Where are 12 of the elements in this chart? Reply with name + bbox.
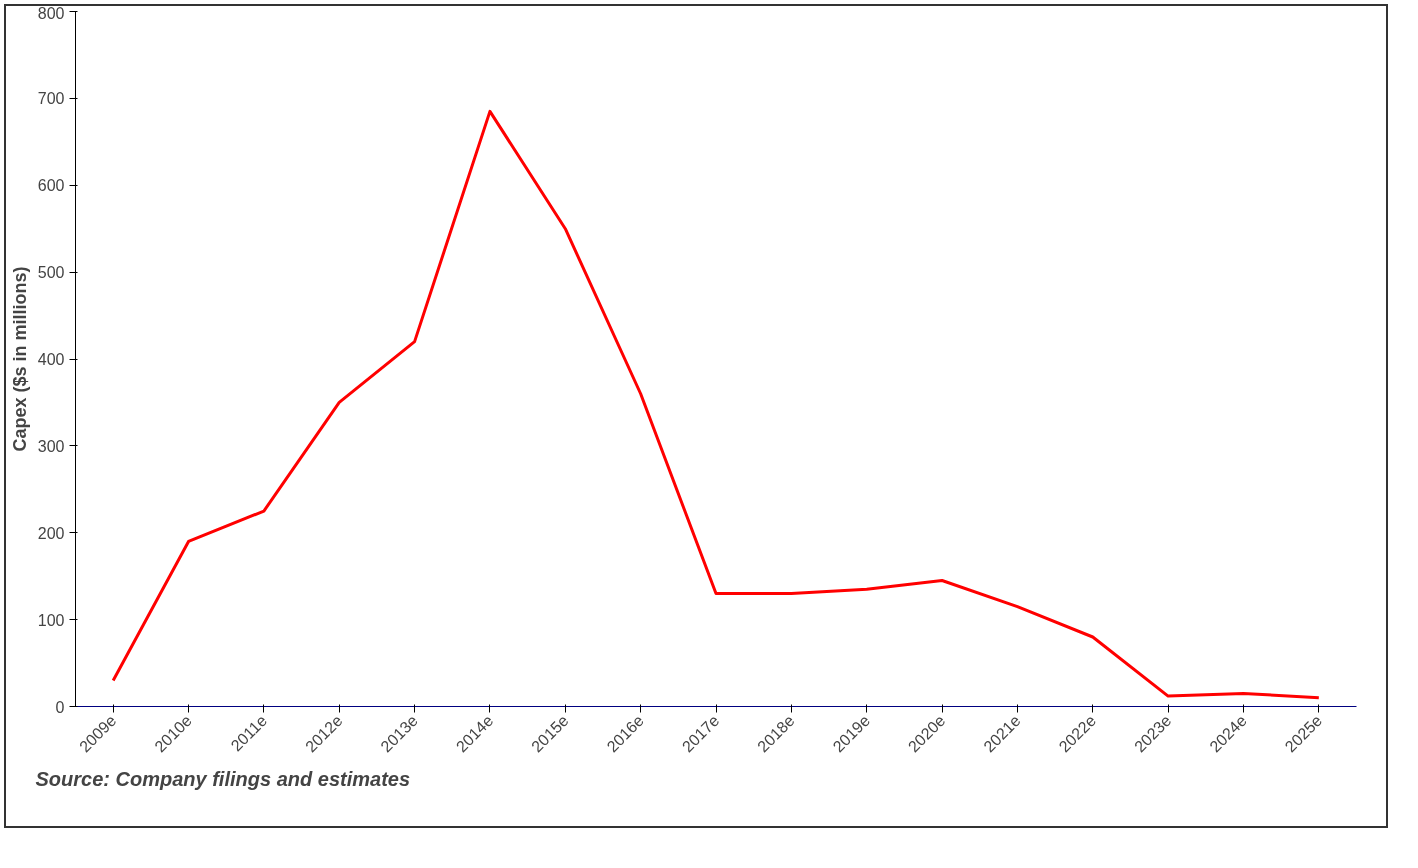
y-tick-label: 300 (37, 437, 65, 455)
y-tick-label: 0 (55, 698, 65, 716)
source-note: Source: Company filings and estimates (35, 767, 411, 790)
y-tick-label: 100 (37, 611, 65, 629)
y-tick-label: 800 (37, 4, 65, 22)
y-tick-label: 700 (37, 90, 65, 108)
y-tick-label: 200 (37, 524, 65, 542)
y-tick-label: 600 (37, 177, 65, 195)
y-tick-label: 400 (37, 351, 65, 368)
y-tick-label: 500 (37, 264, 65, 282)
line-series (111, 109, 1321, 700)
y-axis-title: Capex ($s in millions) (9, 266, 30, 452)
